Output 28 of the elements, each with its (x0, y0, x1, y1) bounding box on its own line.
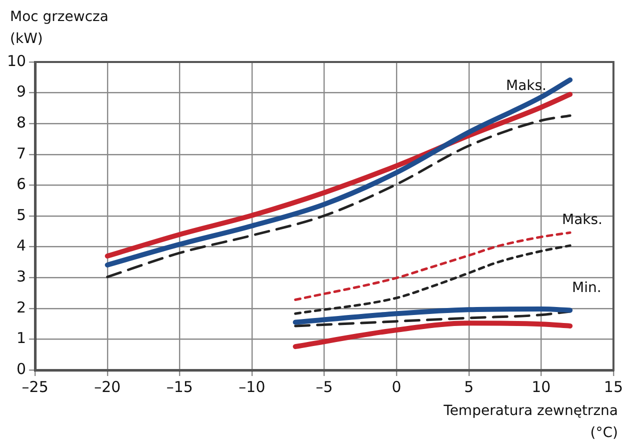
line-series (294, 231, 572, 302)
y-tick-label: 8 (16, 113, 26, 132)
y-tick-label: 7 (16, 144, 26, 162)
y-tick-label: 1 (16, 329, 26, 348)
annotation: Min. (572, 280, 602, 296)
line-series (294, 244, 572, 315)
y-tick-label: 5 (16, 206, 26, 224)
x-tick-label: 15 (604, 378, 624, 396)
x-tick-label: –20 (94, 378, 121, 396)
x-tick-label: –5 (316, 378, 333, 396)
x-tick-label: 10 (532, 378, 551, 396)
x-tick-label: –15 (166, 378, 193, 396)
y-tick-label: 0 (16, 360, 26, 378)
y-tick-label: 3 (16, 267, 26, 286)
annotation: Maks. (506, 78, 547, 94)
y-axis-title: Moc grzewcza (kW) (10, 8, 110, 49)
x-tick-label: 5 (464, 378, 474, 396)
annotation: Maks. (562, 212, 603, 228)
line-series (294, 310, 572, 328)
y-tick-label: 4 (16, 236, 26, 255)
x-tick-label: –25 (22, 378, 48, 396)
y-tick-label: 6 (16, 175, 26, 194)
x-axis-title: Temperatura zewnętrzna (°C) (442, 402, 618, 443)
y-tick-label: 9 (16, 82, 26, 101)
x-tick-label: 0 (392, 378, 402, 396)
y-tick-label: 10 (6, 52, 26, 70)
y-tick-label: 2 (16, 298, 26, 316)
x-tick-label: –10 (238, 378, 266, 396)
